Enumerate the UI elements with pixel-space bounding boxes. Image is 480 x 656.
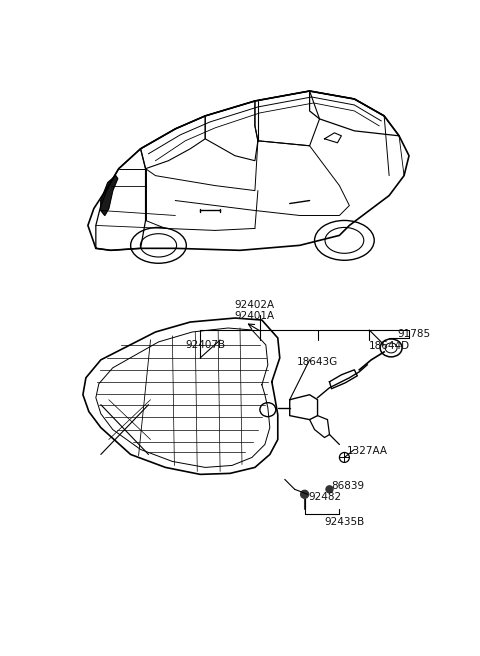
- Text: 18643G: 18643G: [297, 357, 338, 367]
- Text: 92482: 92482: [308, 492, 341, 502]
- Text: 1327AA: 1327AA: [347, 447, 388, 457]
- Text: 18644D: 18644D: [369, 341, 410, 351]
- Text: 92435B: 92435B: [324, 517, 364, 527]
- Ellipse shape: [326, 486, 333, 493]
- Text: 86839: 86839: [331, 482, 364, 491]
- Text: 92407B: 92407B: [185, 340, 225, 350]
- Text: 92401A: 92401A: [235, 311, 275, 321]
- Text: 92402A: 92402A: [235, 300, 275, 310]
- Polygon shape: [101, 176, 118, 215]
- Text: 91785: 91785: [397, 329, 431, 339]
- Ellipse shape: [300, 490, 309, 499]
